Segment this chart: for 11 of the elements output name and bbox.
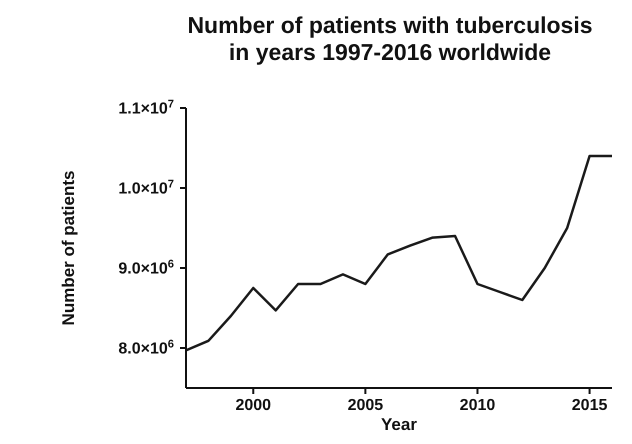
y-axis-title: Number of patients [59,170,78,326]
x-tick-label: 2010 [460,397,496,414]
x-tick-label: 2015 [572,397,608,414]
x-tick-label: 2000 [235,397,272,414]
chart-title: Number of patients with tuberculosis in years 1997-2016 worldwide [186,12,594,66]
y-tick-label: 8.0×10$^{6}$ [118,338,174,358]
y-tick-label: 9.0×10$^{6}$ [118,258,174,278]
x-axis-title: Year [381,415,418,434]
y-tick-label: 1.0×10$^{7}$ [118,178,174,198]
x-tick-label: 2005 [348,397,384,414]
y-tick-label: 1.1×10$^{7}$ [118,98,174,118]
